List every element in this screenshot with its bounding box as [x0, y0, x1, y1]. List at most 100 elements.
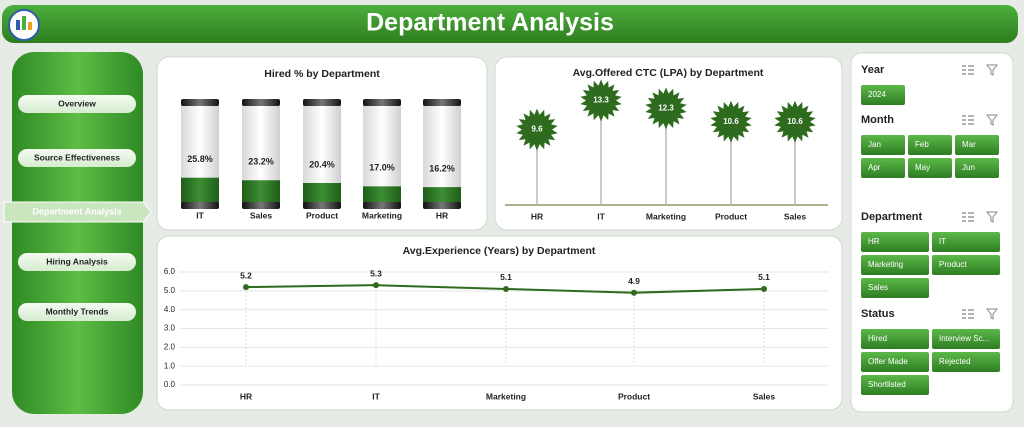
cylinder-cap — [363, 202, 401, 209]
nav-button[interactable] — [18, 303, 136, 321]
slicer-item: 2024 — [868, 90, 886, 99]
slicer-item: Jan — [868, 140, 881, 149]
x-tick-label: Marketing — [646, 211, 686, 221]
x-tick-label: HR — [436, 210, 448, 220]
slicer-item: Shortlisted — [868, 380, 906, 389]
cylinder-cap — [181, 99, 219, 106]
slicer-item: Offer Made — [868, 357, 908, 366]
nav-button[interactable] — [18, 149, 136, 167]
value-label: 23.2% — [248, 157, 274, 167]
slicer-item: Sales — [868, 283, 888, 292]
value-label: 5.2 — [240, 270, 252, 280]
slicer-button[interactable] — [932, 329, 1000, 349]
bar — [303, 183, 341, 203]
bar — [181, 177, 219, 203]
slicer-button[interactable] — [932, 255, 1000, 275]
value-label: 5.3 — [370, 268, 382, 278]
x-tick-label: HR — [240, 391, 252, 401]
slicer-button[interactable] — [861, 135, 905, 155]
nav-button-active[interactable] — [3, 201, 152, 223]
cylinder-cap — [181, 202, 219, 209]
slicer-button[interactable] — [861, 85, 905, 105]
cylinder-cap — [242, 99, 280, 106]
slicer-button[interactable] — [955, 158, 999, 178]
slicer-button[interactable] — [908, 135, 952, 155]
slicer-button[interactable] — [861, 352, 929, 372]
slicer-title: Year — [861, 64, 885, 76]
nav-button[interactable] — [18, 253, 136, 271]
select-icon[interactable] — [962, 309, 974, 319]
nav-label: Hiring Analysis — [46, 256, 108, 266]
bar — [423, 187, 461, 203]
clear-filter-icon[interactable] — [985, 114, 999, 126]
slicer-button[interactable] — [861, 375, 929, 395]
slicer-item: Marketing — [868, 260, 903, 269]
value-label: 4.9 — [628, 276, 640, 286]
value-label: 5.1 — [500, 272, 512, 282]
page-title: Department Analysis — [366, 9, 614, 37]
x-tick-label: Marketing — [486, 391, 526, 401]
point — [761, 285, 767, 292]
select-icon[interactable] — [962, 65, 974, 75]
slicer-button[interactable] — [932, 352, 1000, 372]
x-tick-label: Product — [306, 210, 338, 220]
clear-filter-icon[interactable] — [985, 211, 999, 223]
slicer-item: Hired — [868, 334, 887, 343]
slicer-button[interactable] — [861, 232, 929, 252]
value-label: 20.4% — [309, 159, 335, 169]
bubble — [645, 87, 687, 130]
chart-title: Hired % by Department — [264, 68, 380, 80]
slicer-title: Month — [861, 114, 894, 126]
select-icon[interactable] — [962, 212, 974, 222]
nav-button[interactable] — [18, 95, 136, 113]
y-tick-label: 4.0 — [164, 305, 176, 314]
slicer-button[interactable] — [908, 158, 952, 178]
y-tick-label: 5.0 — [164, 286, 176, 295]
header-bar — [2, 5, 1018, 43]
bubble — [580, 79, 622, 122]
nav-label: Overview — [58, 98, 96, 108]
bar — [363, 186, 401, 203]
slicer-button[interactable] — [955, 135, 999, 155]
logo-mark — [16, 20, 20, 30]
slicer-item: Interview Sc... — [939, 334, 989, 343]
value-label: 25.8% — [187, 154, 213, 164]
slicer-button[interactable] — [861, 278, 929, 298]
cylinder-cap — [423, 202, 461, 209]
slicer-item: Rejected — [939, 357, 971, 366]
clear-filter-icon[interactable] — [985, 308, 999, 320]
value-label: 12.3 — [658, 103, 674, 112]
logo-mark — [22, 16, 26, 30]
x-tick-label: IT — [372, 391, 380, 401]
point — [373, 282, 379, 289]
x-tick-label: Sales — [784, 211, 806, 221]
slicer-title: Department — [861, 211, 922, 223]
y-tick-label: 3.0 — [164, 324, 176, 333]
slicer-item: Mar — [962, 140, 976, 149]
nav-label: Department Analysis — [32, 206, 121, 216]
slicer-button[interactable] — [861, 329, 929, 349]
bubble — [516, 108, 558, 151]
chart-panel — [156, 235, 843, 411]
value-label: 5.1 — [758, 272, 770, 282]
slicer-button[interactable] — [861, 158, 905, 178]
point — [503, 285, 509, 292]
x-tick-label: Sales — [250, 210, 272, 220]
clear-filter-icon[interactable] — [985, 64, 999, 76]
slicer-button[interactable] — [861, 255, 929, 275]
slicer-item: Product — [939, 260, 967, 269]
select-icon[interactable] — [962, 115, 974, 125]
x-tick-label: Product — [715, 211, 747, 221]
slicer-item: HR — [868, 237, 880, 246]
cylinder-cap — [242, 202, 280, 209]
value-label: 10.6 — [723, 117, 739, 126]
y-tick-label: 2.0 — [164, 342, 176, 351]
slicer-button[interactable] — [932, 232, 1000, 252]
y-tick-label: 1.0 — [164, 361, 176, 370]
cylinder-cap — [423, 99, 461, 106]
x-tick-label: Marketing — [362, 210, 402, 220]
cylinder-tube — [423, 105, 461, 203]
value-label: 17.0% — [369, 163, 395, 173]
value-label: 13.3 — [593, 96, 609, 105]
